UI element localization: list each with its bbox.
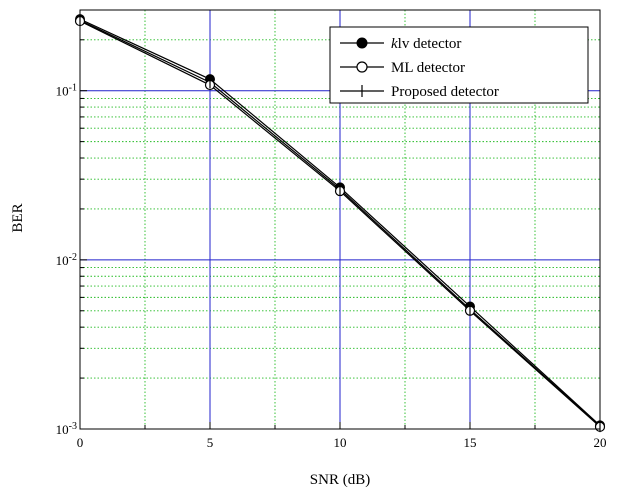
legend-entry: Proposed detector <box>340 84 499 100</box>
y-tick-base: 10 <box>56 253 69 268</box>
y-tick-base: 10 <box>56 84 69 99</box>
y-axis-title: BER <box>10 203 26 232</box>
legend-marker-filled-circle <box>356 37 368 49</box>
x-tick-labels: 0 5 10 15 20 <box>77 435 607 450</box>
legend: klv detector ML detector Proposed detect… <box>329 26 589 104</box>
legend-entry: ML detector <box>340 60 465 76</box>
y-tick-exponent: -3 <box>69 421 77 432</box>
x-tick-label: 10 <box>334 435 347 450</box>
y-tick-base: 10 <box>56 422 69 437</box>
axis-ticks <box>79 39 601 430</box>
legend-label-rest: lv detector <box>398 36 462 52</box>
y-tick-labels: 10-3 10-2 10-1 <box>56 82 77 437</box>
legend-label: klv detector <box>391 36 461 52</box>
x-tick-label: 5 <box>207 435 214 450</box>
y-tick-label: 10-3 <box>56 421 77 438</box>
legend-entry: klv detector <box>340 36 461 52</box>
legend-label-italic: k <box>391 36 398 52</box>
y-tick-exponent: -2 <box>69 251 77 262</box>
legend-box <box>329 26 589 104</box>
x-tick-label: 20 <box>594 435 607 450</box>
x-tick-label: 0 <box>77 435 84 450</box>
legend-label: Proposed detector <box>391 84 499 100</box>
y-tick-label: 10-2 <box>56 251 77 268</box>
y-tick-exponent: -1 <box>69 82 77 93</box>
legend-marker-open-circle <box>356 61 368 73</box>
x-tick-label: 15 <box>464 435 477 450</box>
x-axis-title: SNR (dB) <box>310 472 370 488</box>
legend-label: ML detector <box>391 60 465 76</box>
y-tick-label: 10-1 <box>56 82 77 99</box>
